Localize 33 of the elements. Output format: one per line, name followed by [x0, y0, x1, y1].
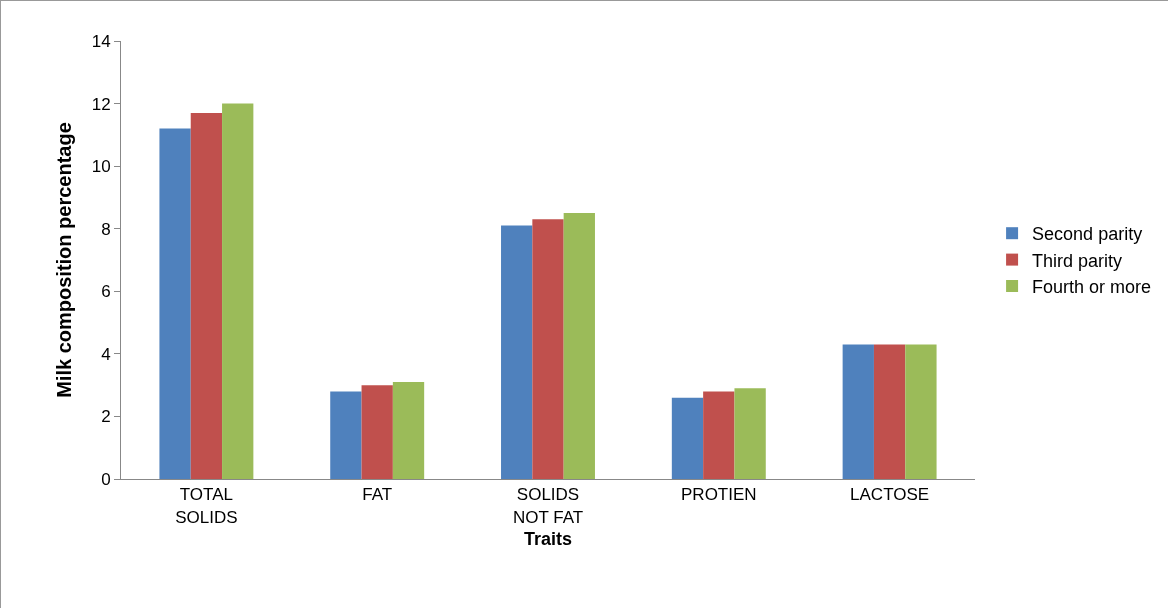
- bar: [842, 344, 874, 479]
- bar: [532, 219, 564, 479]
- bar: [905, 344, 937, 479]
- x-tick-label: LACTOSE: [850, 485, 930, 505]
- x-tick-label: TOTAL SOLIDS: [175, 485, 238, 527]
- bar: [703, 391, 735, 479]
- y-axis-title: Milk composition percentage: [53, 122, 75, 398]
- y-tick-label: 4: [101, 344, 111, 364]
- legend-label: Fourth or more: [1032, 277, 1152, 298]
- bar: [734, 388, 766, 479]
- bar: [501, 225, 533, 479]
- y-tick-label: 10: [91, 157, 111, 177]
- x-tick-label: PROTIEN: [681, 485, 757, 505]
- y-tick-label: 6: [101, 282, 111, 302]
- bar: [190, 112, 223, 479]
- bar: [222, 103, 254, 479]
- y-tick-label: 2: [101, 407, 111, 427]
- x-axis-title: Traits: [523, 528, 573, 549]
- y-tick-label: 0: [101, 469, 111, 489]
- bar: [159, 128, 191, 479]
- x-tick-label: SOLIDS NOT FAT: [512, 485, 584, 527]
- bar: [873, 344, 906, 479]
- bar: [330, 391, 362, 479]
- bar: [392, 382, 425, 479]
- legend-label: Third parity: [1032, 250, 1123, 271]
- y-tick-label: 8: [101, 219, 111, 239]
- bar: [361, 385, 393, 479]
- x-tick-label: FAT: [362, 485, 393, 505]
- bar: [671, 397, 704, 479]
- y-tick-label: 12: [91, 94, 111, 114]
- legend-label: Second parity: [1032, 224, 1143, 245]
- bar: [563, 213, 595, 479]
- y-tick-label: 14: [91, 31, 111, 51]
